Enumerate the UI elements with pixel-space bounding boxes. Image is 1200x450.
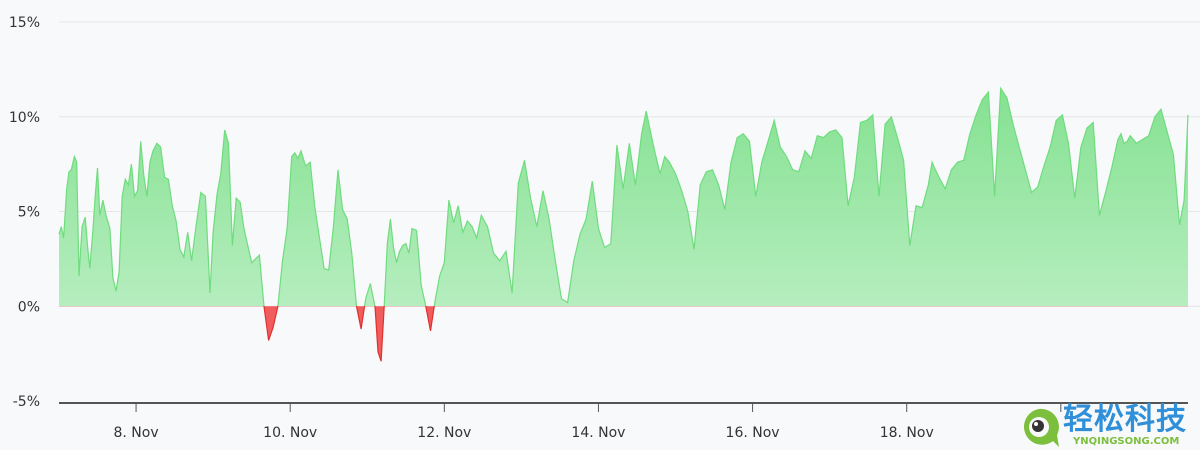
watermark-text: 轻松科技 [1063, 402, 1187, 437]
watermark-logo-icon [1024, 408, 1059, 447]
y-tick-label: 5% [18, 205, 40, 221]
x-axis: 8. Nov 10. Nov 12. Nov 14. Nov 16. Nov 18. No… [59, 402, 1188, 441]
series-area [58, 86, 1189, 362]
positive-area [59, 88, 1188, 306]
watermark-subtext: YNQINGSONG.COM [1073, 436, 1180, 447]
x-tick-label: 8. Nov [113, 425, 158, 441]
x-tick-label: 10. Nov [263, 425, 317, 441]
positive-line [58, 86, 1189, 306]
watermark: 轻松科技 YNQINGSONG.COM [1015, 403, 1200, 450]
y-tick-label: 10% [9, 110, 40, 126]
x-tick-label: 18. Nov [880, 425, 934, 441]
x-tick-label: 16. Nov [726, 425, 780, 441]
x-tick-label: 12. Nov [417, 425, 471, 441]
y-axis-labels: -5% 0% 5% 10% 15% [9, 15, 40, 410]
y-tick-label: 15% [9, 15, 40, 31]
y-tick-label: 0% [18, 299, 40, 315]
x-tick-label: 14. Nov [571, 425, 625, 441]
y-tick-label: -5% [13, 394, 40, 410]
